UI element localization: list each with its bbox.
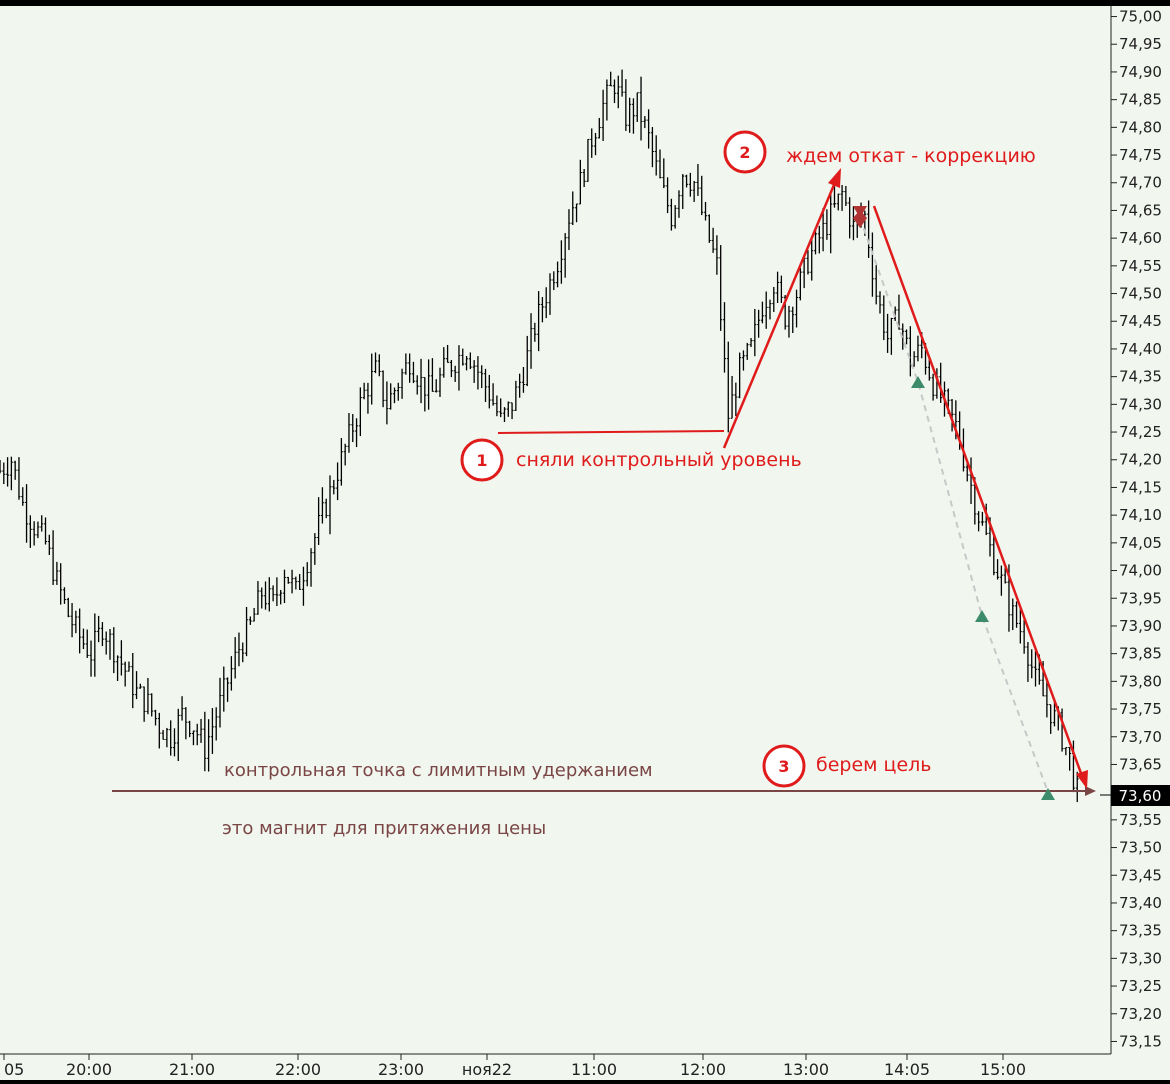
buy-marker-icon-2 — [975, 610, 989, 622]
y-tick-label: 73,20 — [1119, 1005, 1162, 1023]
y-tick-label: 74,70 — [1119, 174, 1162, 192]
level-caption-2: это магнит для притяжения цены — [222, 818, 546, 839]
top-border — [0, 0, 1170, 6]
swept-level-line — [497, 430, 725, 434]
y-tick-label: 74,80 — [1119, 118, 1162, 136]
note-1: сняли контрольный уровень — [516, 449, 802, 471]
circle-marker-3 — [762, 744, 806, 788]
x-tick-label: 11:00 — [571, 1060, 617, 1079]
y-tick-label: 73,65 — [1119, 755, 1162, 773]
y-tick-label: 73,95 — [1119, 589, 1162, 607]
y-tick-label: 73,75 — [1119, 700, 1162, 718]
candles-layer — [0, 69, 1079, 803]
price-axis-background — [1111, 6, 1170, 1080]
x-tick-label: 12:00 — [680, 1060, 726, 1079]
y-tick-label: 73,15 — [1119, 1032, 1162, 1050]
circle-marker-1 — [460, 438, 504, 482]
x-tick-label: 14:05 — [884, 1060, 930, 1079]
y-tick-label: 73,90 — [1119, 617, 1162, 635]
y-tick-label: 73,45 — [1119, 866, 1162, 884]
y-tick-label: 74,60 — [1119, 229, 1162, 247]
circle-number-1: 1 — [476, 451, 487, 470]
x-tick-label: ноя22 — [462, 1060, 512, 1079]
y-tick-label: 74,50 — [1119, 285, 1162, 303]
x-tick-label: 15:00 — [980, 1060, 1026, 1079]
y-tick-label: 74,35 — [1119, 368, 1162, 386]
y-tick-label: 73,25 — [1119, 977, 1162, 995]
plot-background — [0, 6, 1111, 1080]
current-price-tag: 73,60 — [1100, 785, 1170, 806]
y-tick-label: 73,40 — [1119, 894, 1162, 912]
y-tick-label: 73,70 — [1119, 728, 1162, 746]
y-tick-label: 74,85 — [1119, 91, 1162, 109]
y-tick-label: 73,55 — [1119, 811, 1162, 829]
circle-number-2: 2 — [739, 143, 750, 162]
annotations-layer: контрольная точка с лимитным удержанием … — [112, 130, 1096, 839]
y-tick-label: 73,30 — [1119, 949, 1162, 967]
y-tick-label: 73,50 — [1119, 839, 1162, 857]
x-tick-label: 13:00 — [783, 1060, 829, 1079]
y-tick-label: 74,10 — [1119, 506, 1162, 524]
y-tick-label: 74,90 — [1119, 63, 1162, 81]
buy-marker-icon-3 — [1041, 788, 1055, 800]
y-tick-label: 73,80 — [1119, 672, 1162, 690]
target-arrow-head — [1076, 770, 1088, 789]
y-tick-label: 74,00 — [1119, 562, 1162, 580]
y-tick-label: 74,45 — [1119, 312, 1162, 330]
bottom-border — [0, 1080, 1170, 1084]
y-tick-label: 74,15 — [1119, 478, 1162, 496]
y-tick-label: 74,05 — [1119, 534, 1162, 552]
control-level-arrow — [1085, 786, 1096, 796]
y-tick-label: 74,20 — [1119, 451, 1162, 469]
x-tick-label: 20:00 — [66, 1060, 112, 1079]
note-2: ждем откат - коррекцию — [786, 145, 1036, 167]
note-3: берем цель — [816, 754, 932, 776]
trade-path-dashed — [859, 217, 1049, 793]
y-tick-label: 74,65 — [1119, 201, 1162, 219]
price-axis: 75,00 74,95 74,90 74,85 74,80 74,75 74,70 74,65… — [1111, 8, 1162, 1050]
x-tick-label: 23:00 — [378, 1060, 424, 1079]
y-tick-label: 74,25 — [1119, 423, 1162, 441]
y-tick-label: 73,85 — [1119, 645, 1162, 663]
x-tick-label: 22:00 — [275, 1060, 321, 1079]
current-price-label: 73,60 — [1119, 787, 1162, 805]
y-tick-label: 74,95 — [1119, 35, 1162, 53]
x-tick-label: 21:00 — [169, 1060, 215, 1079]
correction-arrow-line — [722, 179, 838, 449]
circle-number-3: 3 — [778, 757, 789, 776]
y-tick-label: 74,55 — [1119, 257, 1162, 275]
y-tick-label: 73,35 — [1119, 922, 1162, 940]
y-tick-label: 74,30 — [1119, 395, 1162, 413]
buy-marker-icon-1 — [911, 376, 925, 388]
y-tick-label: 75,00 — [1119, 8, 1162, 26]
correction-arrow-head — [828, 168, 841, 188]
y-tick-label: 74,40 — [1119, 340, 1162, 358]
y-tick-label: 74,75 — [1119, 146, 1162, 164]
time-axis: 05 20:00 21:00 22:00 23:00 ноя22 11:00 12:00 13:… — [3, 1054, 1026, 1079]
x-tick-label: 05 — [4, 1060, 24, 1079]
sell-entry-icon — [853, 210, 867, 228]
target-arrow-line — [872, 205, 1084, 777]
level-caption-1: контрольная точка с лимитным удержанием — [224, 760, 653, 781]
circle-marker-2 — [723, 130, 767, 174]
